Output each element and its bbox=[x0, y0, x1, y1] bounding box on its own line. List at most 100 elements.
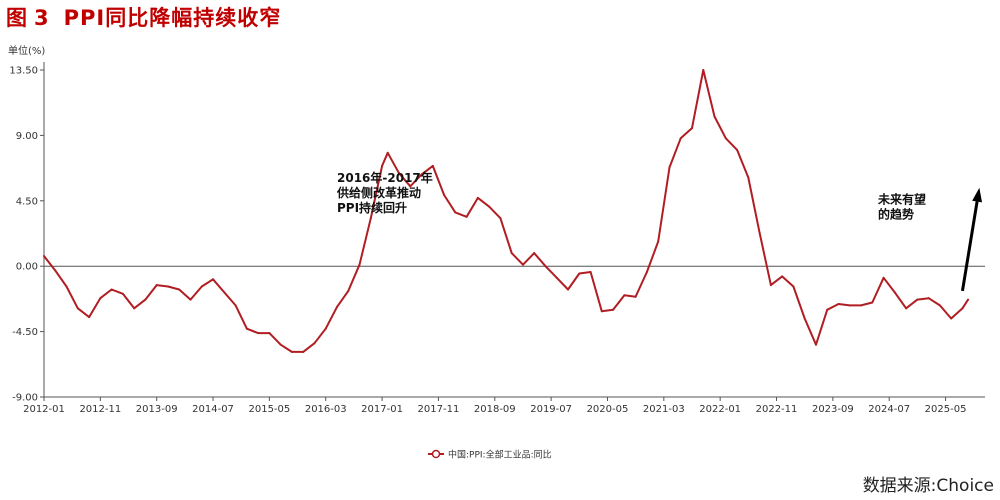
data-point bbox=[803, 317, 806, 320]
data-point bbox=[488, 205, 491, 208]
data-point bbox=[465, 215, 468, 218]
chart-annotation: 未来有望的趋势 bbox=[877, 192, 926, 222]
data-point bbox=[245, 327, 248, 330]
data-point bbox=[499, 217, 502, 220]
x-tick-label: 2022-11 bbox=[756, 404, 798, 415]
data-point bbox=[358, 263, 361, 266]
data-point bbox=[420, 173, 423, 176]
legend-label: 中国:PPI:全部工业品:同比 bbox=[448, 449, 552, 461]
data-point bbox=[578, 272, 581, 275]
data-point bbox=[612, 308, 615, 311]
chart-legend: 中国:PPI:全部工业品:同比 bbox=[428, 449, 552, 461]
data-point bbox=[589, 271, 592, 274]
y-tick-label: -9.00 bbox=[12, 393, 38, 404]
data-point bbox=[967, 298, 970, 301]
data-point bbox=[893, 291, 896, 294]
y-tick-label: 9.00 bbox=[16, 131, 38, 142]
data-point bbox=[510, 252, 513, 255]
data-point bbox=[837, 302, 840, 305]
data-point bbox=[290, 350, 293, 353]
data-point bbox=[54, 269, 57, 272]
annotation-line: PPI持续回升 bbox=[337, 200, 407, 215]
x-tick-label: 2023-09 bbox=[812, 404, 854, 415]
chart-annotation: 2016年-2017年供给侧改革推动 PPI持续回升 bbox=[336, 170, 433, 215]
data-point bbox=[623, 294, 626, 297]
data-point bbox=[736, 148, 739, 151]
data-point bbox=[871, 301, 874, 304]
data-point bbox=[431, 164, 434, 167]
x-tick-label: 2013-09 bbox=[136, 404, 178, 415]
data-point bbox=[121, 292, 124, 295]
x-tick-label: 2012-11 bbox=[79, 404, 121, 415]
data-point bbox=[544, 265, 547, 268]
data-point bbox=[212, 278, 215, 281]
x-tick-label: 2022-01 bbox=[699, 404, 741, 415]
data-point bbox=[189, 298, 192, 301]
data-point bbox=[848, 304, 851, 307]
figure-number: 3 bbox=[34, 6, 50, 30]
data-point bbox=[166, 285, 169, 288]
data-point bbox=[645, 271, 648, 274]
data-point bbox=[155, 284, 158, 287]
data-point bbox=[747, 176, 750, 179]
data-point bbox=[144, 298, 147, 301]
x-tick-label: 2025-05 bbox=[925, 404, 967, 415]
data-point bbox=[279, 343, 282, 346]
figure-title: 图 3 PPI同比降幅持续收窄 bbox=[6, 2, 281, 32]
x-tick-label: 2018-09 bbox=[474, 404, 516, 415]
annotation-line: 的趋势 bbox=[878, 207, 914, 222]
x-tick-label: 2014-07 bbox=[192, 404, 234, 415]
data-point bbox=[600, 310, 603, 313]
x-tick-label: 2012-01 bbox=[23, 404, 65, 415]
series-layer bbox=[43, 69, 970, 353]
data-point bbox=[634, 295, 637, 298]
data-point bbox=[781, 275, 784, 278]
y-tick-label: 4.50 bbox=[16, 196, 38, 207]
data-point bbox=[555, 276, 558, 279]
data-point bbox=[324, 327, 327, 330]
data-point bbox=[257, 332, 260, 335]
data-point bbox=[826, 308, 829, 311]
data-point bbox=[88, 316, 91, 319]
data-point bbox=[938, 304, 941, 307]
data-point bbox=[268, 332, 271, 335]
data-point bbox=[567, 288, 570, 291]
data-point bbox=[43, 255, 45, 258]
legend-marker-icon bbox=[431, 449, 441, 459]
data-point bbox=[882, 276, 885, 279]
figure-label: 图 bbox=[6, 6, 28, 30]
x-tick-label: 2017-01 bbox=[361, 404, 403, 415]
data-point bbox=[76, 307, 79, 310]
data-point bbox=[397, 172, 400, 175]
data-point bbox=[223, 291, 226, 294]
annotation-layer: 2016年-2017年供给侧改革推动 PPI持续回升 未来有望的趋势 bbox=[336, 170, 983, 292]
x-tick-label: 2017-11 bbox=[418, 404, 460, 415]
annotation-line: 2016年-2017年 bbox=[337, 170, 433, 185]
data-point bbox=[65, 285, 68, 288]
data-point bbox=[200, 285, 203, 288]
data-point bbox=[657, 240, 660, 243]
data-point bbox=[961, 307, 964, 310]
data-point bbox=[454, 211, 457, 214]
data-point bbox=[234, 304, 237, 307]
y-tick-label: 0.00 bbox=[16, 262, 38, 273]
data-point bbox=[409, 185, 412, 188]
data-point bbox=[386, 151, 389, 154]
data-point bbox=[302, 350, 305, 353]
data-point bbox=[521, 263, 524, 266]
data-point bbox=[724, 137, 727, 140]
data-point bbox=[679, 137, 682, 140]
data-point bbox=[713, 115, 716, 118]
data-point bbox=[347, 289, 350, 292]
data-source: 数据来源:Choice bbox=[862, 476, 994, 496]
trend-arrow-head bbox=[972, 187, 983, 203]
y-tick-label: 13.50 bbox=[9, 66, 38, 77]
data-point bbox=[133, 307, 136, 310]
y-tick-label: -4.50 bbox=[12, 327, 38, 338]
data-point bbox=[814, 343, 817, 346]
data-point bbox=[369, 217, 372, 220]
trend-arrow-shaft bbox=[960, 201, 979, 292]
x-tick-label: 2015-05 bbox=[248, 404, 290, 415]
